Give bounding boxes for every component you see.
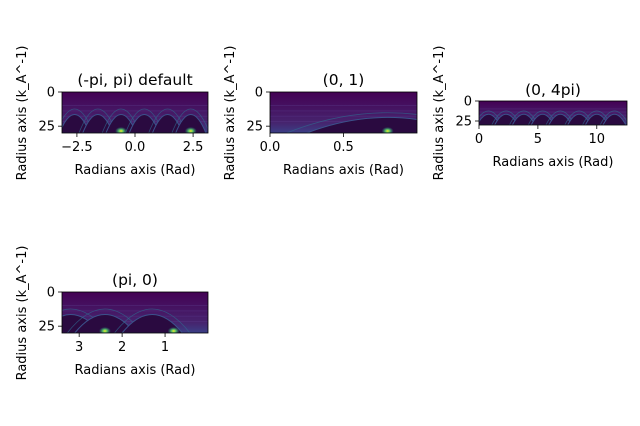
x-tick-label: 0.0 — [125, 140, 146, 155]
heatmap-peak — [381, 127, 394, 133]
subplot-title: (0, 4pi) — [525, 81, 581, 99]
x-axis-label: Radians axis (Rad) — [75, 163, 196, 178]
y-tick-label: 0 — [255, 86, 263, 101]
x-tick-label: 2.5 — [183, 140, 204, 155]
heatmap-peak — [184, 127, 197, 133]
x-tick-label: 1 — [161, 340, 169, 355]
subplot-2: 0.0 0.5 0 25 (0, 1) Radians axis (Rad) Radius … — [223, 46, 418, 181]
subplot-1: −2.5 0.0 2.5 0 25 (-pi, pi) default Radians ax… — [15, 46, 209, 181]
subplot-4: 3 2 1 0 25 (pi, 0) Radians axis (Rad) Radius ax… — [15, 246, 209, 381]
y-axis-label: Radius axis (k_A^-1) — [223, 46, 238, 181]
y-axis-label: Radius axis (k_A^-1) — [432, 46, 447, 181]
y-axis-label: Radius axis (k_A^-1) — [15, 246, 30, 381]
heatmap-peak — [98, 327, 111, 333]
subplot-title: (-pi, pi) default — [77, 71, 192, 89]
x-tick-label: 2 — [118, 340, 126, 355]
heatmap-pattern — [270, 105, 417, 133]
x-tick-label: −2.5 — [61, 140, 93, 155]
y-tick-label: 0 — [47, 286, 55, 301]
heatmap-arc — [121, 314, 183, 333]
y-tick-label: 0 — [464, 95, 472, 110]
heatmap-pattern — [62, 305, 208, 333]
heatmap-arc-ring — [286, 112, 417, 133]
x-tick-label: 0.5 — [333, 140, 354, 155]
y-tick-label: 0 — [47, 86, 55, 101]
axes-frame — [478, 100, 628, 126]
y-tick-label: 25 — [246, 120, 263, 135]
heatmap-peak — [115, 127, 128, 133]
y-tick-label: 25 — [38, 120, 55, 135]
axes-frame — [61, 291, 209, 334]
x-tick-label: 10 — [589, 132, 606, 147]
heatmap-arc-ring — [114, 308, 191, 333]
x-axis-label: Radians axis (Rad) — [283, 163, 404, 178]
heatmap-peak — [167, 327, 180, 333]
heatmap-arc-ring — [599, 110, 627, 125]
y-tick-label: 25 — [455, 115, 472, 130]
x-axis-label: Radians axis (Rad) — [75, 363, 196, 378]
x-tick-label: 0 — [475, 132, 483, 147]
x-tick-label: 3 — [75, 340, 83, 355]
subplot-title: (0, 1) — [323, 71, 365, 89]
y-tick-label: 25 — [38, 320, 55, 335]
subplot-title: (pi, 0) — [112, 271, 158, 289]
y-axis-label: Radius axis (k_A^-1) — [15, 46, 30, 181]
heatmap-pattern — [479, 108, 627, 125]
x-tick-label: 0.0 — [260, 140, 281, 155]
x-tick-label: 5 — [534, 132, 542, 147]
x-axis-label: Radians axis (Rad) — [493, 155, 614, 170]
heatmap-arc-ring — [171, 108, 208, 133]
